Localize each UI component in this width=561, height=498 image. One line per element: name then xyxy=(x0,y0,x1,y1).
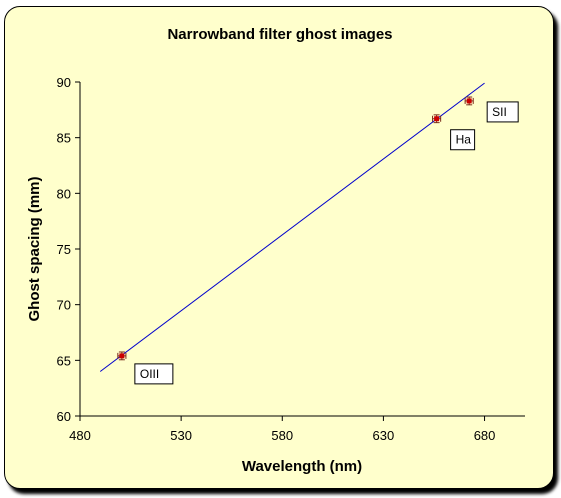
axes: 60 65 70 75 80 85 90 480 530 580 630 680 xyxy=(57,75,525,443)
point-label: Ha xyxy=(456,133,472,147)
y-tick-label: 90 xyxy=(57,75,71,90)
y-tick-label: 85 xyxy=(57,131,71,146)
chart-area xyxy=(4,6,554,489)
point-label-box: OIII xyxy=(134,363,174,385)
data-point xyxy=(434,116,440,122)
x-tick-label: 680 xyxy=(474,428,496,443)
x-tick-label: 530 xyxy=(170,428,192,443)
y-tick-label: 70 xyxy=(57,298,71,313)
trendline-group xyxy=(99,82,485,372)
x-tick-label: 480 xyxy=(69,428,91,443)
chart-title: Narrowband filter ghost images xyxy=(167,26,392,43)
data-point xyxy=(119,353,125,359)
y-tick-label: 60 xyxy=(57,409,71,424)
x-tick-label: 580 xyxy=(271,428,293,443)
point-label: SII xyxy=(492,105,507,119)
data-point xyxy=(466,98,472,104)
x-axis-title: Wavelength (nm) xyxy=(242,458,362,475)
point-label-frame xyxy=(450,129,476,151)
point-label: OIII xyxy=(140,367,159,381)
point-label-box: Ha xyxy=(450,129,476,151)
point-label-frame xyxy=(486,101,519,123)
y-tick-label: 65 xyxy=(57,353,71,368)
x-tick-label: 630 xyxy=(373,428,395,443)
trendline xyxy=(99,82,485,372)
point-label-frame xyxy=(134,363,174,385)
y-tick-label: 75 xyxy=(57,242,71,257)
data-points: OIII Ha SII xyxy=(117,96,519,385)
point-label-box: SII xyxy=(486,101,519,123)
y-axis-title: Ghost spacing (mm) xyxy=(26,176,43,321)
y-tick-label: 80 xyxy=(57,186,71,201)
